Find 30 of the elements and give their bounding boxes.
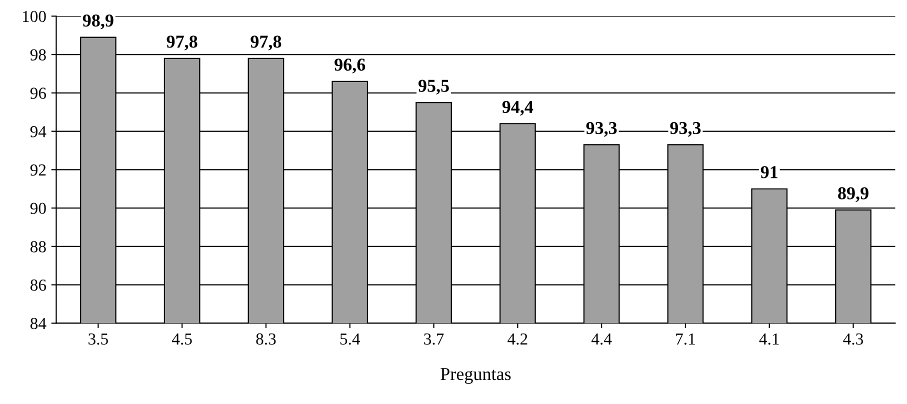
data-label: 93,3	[670, 122, 701, 137]
x-axis-title: Preguntas	[440, 368, 511, 384]
x-tick-label: 4.3	[843, 333, 864, 345]
data-label: 91	[760, 166, 778, 178]
y-tick-label: 94	[30, 126, 46, 138]
x-tick-label: 7.1	[676, 333, 695, 345]
y-tick-label: 100	[22, 10, 46, 22]
x-tick-label: 4.1	[759, 333, 779, 345]
data-label: 97,8	[250, 36, 282, 50]
y-tick-label: 88	[30, 241, 46, 252]
data-label: 97,8	[166, 36, 198, 50]
x-tick-label: 8.3	[256, 333, 276, 345]
x-tick-label: 3.7	[424, 333, 444, 345]
x-tick-label: 4.2	[508, 333, 528, 345]
data-label: 98,9	[82, 14, 114, 30]
y-tick-label: 84	[30, 318, 46, 330]
data-label: 96,6	[334, 58, 366, 74]
data-label: 89,9	[838, 187, 868, 202]
y-tick-label: 92	[30, 164, 46, 176]
y-tick-label: 90	[30, 202, 46, 214]
x-tick-label: 4.4	[591, 334, 612, 345]
data-label: 93,3	[586, 122, 617, 137]
data-label: 94,4	[502, 100, 534, 116]
x-tick-label: 4.5	[172, 334, 192, 345]
data-label: 95,5	[418, 80, 449, 95]
y-tick-label: 86	[30, 280, 46, 291]
y-tick-label: 96	[30, 88, 46, 99]
x-tick-label: 3.5	[88, 333, 108, 345]
x-tick-label: 5.4	[340, 334, 360, 345]
y-tick-label: 98	[30, 49, 46, 60]
